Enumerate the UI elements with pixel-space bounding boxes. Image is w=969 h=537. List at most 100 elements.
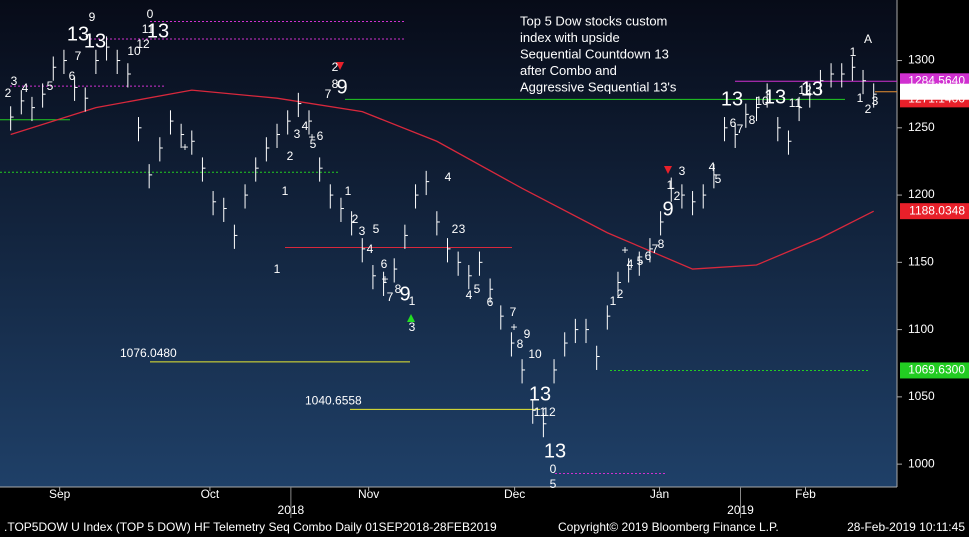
countdown-label: 5 bbox=[550, 477, 557, 491]
countdown-label: 4 bbox=[302, 119, 309, 133]
countdown-label: 6 bbox=[317, 129, 324, 143]
countdown-label: 6 bbox=[69, 69, 76, 83]
countdown-label: 5 bbox=[637, 254, 644, 268]
countdown-label: 1 bbox=[274, 262, 281, 276]
countdown-label: 2 bbox=[332, 60, 339, 74]
countdown-label: 4 bbox=[709, 160, 716, 174]
x-tick-label: Sep bbox=[49, 487, 71, 501]
countdown-label: 13 bbox=[147, 20, 169, 42]
sell-arrow bbox=[664, 166, 672, 174]
countdown-label: 3 bbox=[872, 94, 879, 108]
countdown-label: 4 bbox=[22, 81, 29, 95]
countdown-label: 2 bbox=[5, 86, 12, 100]
countdown-label: + bbox=[621, 243, 628, 257]
countdown-label: 3 bbox=[11, 74, 18, 88]
x-tick-label: Feb bbox=[795, 487, 816, 501]
countdown-label: 6 bbox=[645, 249, 652, 263]
countdown-label: 1 bbox=[282, 184, 289, 198]
countdown-label: 8 bbox=[332, 77, 339, 91]
countdown-label: 1 bbox=[667, 178, 674, 192]
countdown-label: 1 bbox=[850, 45, 857, 59]
price-tag-label: 1188.0348 bbox=[909, 203, 965, 217]
x-tick-label: Dec bbox=[504, 487, 525, 501]
sell-arrow bbox=[336, 62, 344, 70]
note-line: after Combo and bbox=[520, 63, 617, 78]
x-tick-label: Oct bbox=[201, 487, 220, 501]
countdown-label: 3 bbox=[459, 222, 466, 236]
countdown-label: 5 bbox=[373, 222, 380, 236]
countdown-label: 7 bbox=[387, 290, 394, 304]
countdown-label: 8 bbox=[658, 237, 665, 251]
price-tag bbox=[900, 83, 969, 100]
x-axis-background bbox=[0, 487, 969, 537]
countdown-label: 3 bbox=[294, 127, 301, 141]
y-tick-label: 1200 bbox=[908, 187, 935, 201]
y-tick-label: 1100 bbox=[908, 322, 934, 336]
countdown-label: + bbox=[181, 140, 188, 154]
x-tick-label: Nov bbox=[358, 487, 379, 501]
countdown-label: 5 bbox=[310, 137, 317, 151]
buy-arrow bbox=[407, 314, 415, 322]
countdown-label: 11 bbox=[534, 405, 547, 419]
countdown-label: 4 bbox=[627, 257, 634, 271]
level-label: 1040.6558 bbox=[305, 394, 362, 408]
countdown-label: + bbox=[308, 130, 315, 144]
countdown-label: 6 bbox=[487, 295, 494, 309]
countdown-label: 8 bbox=[749, 113, 756, 127]
countdown-label: 2 bbox=[352, 212, 359, 226]
y-tick-label: 1150 bbox=[908, 255, 934, 269]
countdown-label: 6 bbox=[730, 116, 737, 130]
countdown-label: 5 bbox=[47, 79, 54, 93]
countdown-label: 9 bbox=[662, 198, 673, 220]
plot-background bbox=[0, 0, 897, 487]
countdown-label: 7 bbox=[510, 305, 517, 319]
countdown-label: 13 bbox=[84, 30, 106, 52]
countdown-label: 7 bbox=[75, 49, 82, 63]
countdown-label: 7 bbox=[652, 242, 659, 256]
countdown-label: 3 bbox=[359, 224, 366, 238]
countdown-label: 3 bbox=[679, 164, 686, 178]
countdown-label: 11 bbox=[142, 22, 155, 36]
countdown-label: 5 bbox=[715, 172, 722, 186]
countdown-label: 10 bbox=[127, 44, 141, 58]
y-tick-label: 1250 bbox=[908, 120, 935, 134]
countdown-label: 1 bbox=[610, 294, 617, 308]
countdown-label: 8 bbox=[517, 337, 524, 351]
countdown-label: 2 bbox=[865, 102, 872, 116]
countdown-label: 4 bbox=[367, 242, 374, 256]
countdown-label: 13 bbox=[529, 383, 551, 405]
countdown-label: 6 bbox=[381, 257, 388, 271]
countdown-label: 13 bbox=[544, 440, 566, 462]
countdown-label: 2 bbox=[674, 189, 681, 203]
note-line: Sequential Countdown 13 bbox=[520, 46, 669, 61]
countdown-label: 13 bbox=[67, 23, 89, 45]
countdown-label: 7 bbox=[325, 87, 332, 101]
countdown-label: 5 bbox=[474, 282, 481, 296]
level-label: 1076.0480 bbox=[120, 346, 177, 360]
price-tag-label: 1276.8081 bbox=[908, 84, 965, 98]
countdown-label: 2 bbox=[452, 222, 459, 236]
countdown-label: + bbox=[381, 272, 388, 286]
countdown-label: 2 bbox=[617, 287, 624, 301]
countdown-label: 0 bbox=[147, 7, 154, 21]
x-tick-label: Jan bbox=[650, 487, 669, 501]
note: Top 5 Dow stocks custom index with upside… bbox=[520, 13, 677, 94]
countdown-label: 4 bbox=[466, 288, 473, 302]
countdown-label: 1 bbox=[409, 294, 416, 308]
countdown-label: 9 bbox=[524, 327, 531, 341]
countdown-label: 13 bbox=[721, 88, 743, 110]
price-tag bbox=[900, 362, 969, 379]
year-label: 2019 bbox=[727, 503, 754, 517]
footer-right: 28-Feb-2019 10:11:45 bbox=[847, 520, 965, 534]
price-tag-label: 1069.6300 bbox=[908, 363, 965, 377]
countdown-label: 2 bbox=[287, 149, 294, 163]
countdown-label: 12 bbox=[798, 83, 812, 97]
footer-center: Copyright© 2019 Bloomberg Finance L.P. bbox=[558, 520, 779, 534]
countdown-label: A bbox=[864, 32, 872, 46]
countdown-label: 4 bbox=[445, 170, 452, 184]
countdown-label: 13 bbox=[764, 86, 786, 108]
y-tick-label: 1050 bbox=[908, 389, 935, 403]
countdown-label: 13 bbox=[801, 78, 823, 100]
countdown-label: 10 bbox=[528, 347, 542, 361]
